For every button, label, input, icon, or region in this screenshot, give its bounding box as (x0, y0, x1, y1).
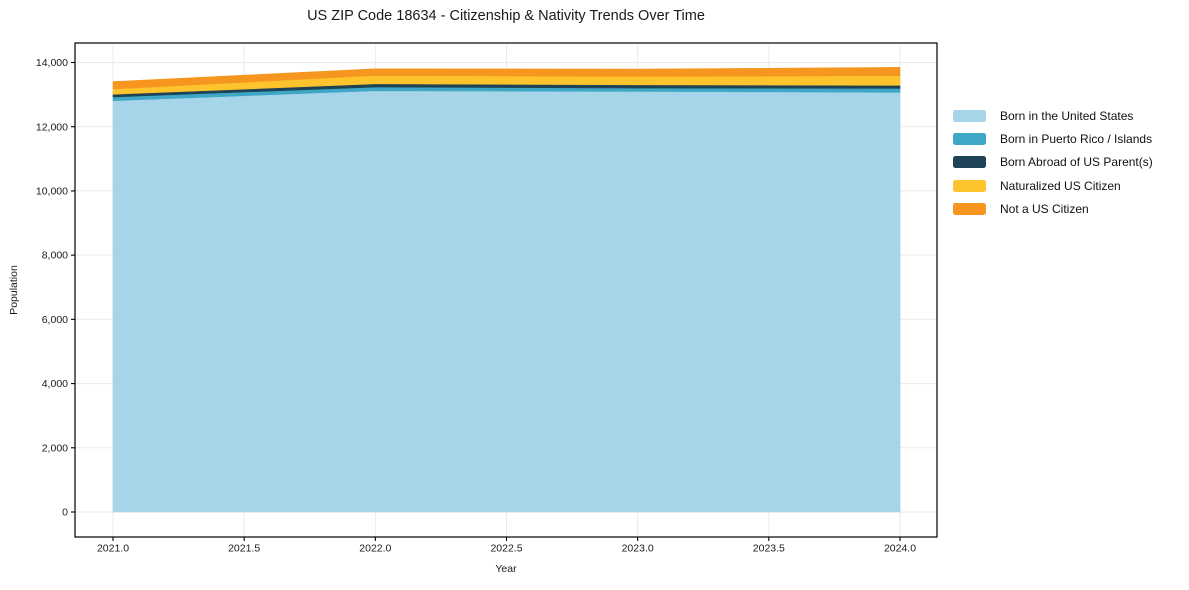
area-series-4 (112, 67, 901, 90)
legend-item: Born Abroad of US Parent(s) (953, 151, 1153, 174)
legend-label: Born Abroad of US Parent(s) (1000, 155, 1153, 170)
legend-swatch-icon (953, 132, 986, 145)
y-tick-label: 6,000 (42, 314, 68, 326)
legend-swatch-icon (953, 202, 986, 215)
legend-label: Not a US Citizen (1000, 201, 1089, 216)
x-tick-label: 2024.0 (884, 543, 916, 555)
y-tick-label: 10,000 (36, 186, 68, 198)
legend-item: Born in Puerto Rico / Islands (953, 127, 1153, 150)
x-tick-label: 2022.5 (490, 543, 522, 555)
y-tick-label: 0 (62, 507, 68, 519)
legend-label: Born in Puerto Rico / Islands (1000, 131, 1153, 146)
x-axis-label: Year (495, 563, 517, 575)
chart-title: US ZIP Code 18634 - Citizenship & Nativi… (307, 8, 705, 24)
x-tick-label: 2021.0 (97, 543, 129, 555)
legend-label: Naturalized US Citizen (1000, 178, 1121, 193)
x-tick-label: 2021.5 (228, 543, 260, 555)
legend-swatch-icon (953, 179, 986, 192)
legend-item: Not a US Citizen (953, 197, 1153, 220)
y-tick-label: 2,000 (42, 442, 68, 454)
x-tick-label: 2023.0 (622, 543, 654, 555)
x-tick-label: 2022.0 (359, 543, 391, 555)
area-series-0 (112, 90, 901, 513)
legend-swatch-icon (953, 156, 986, 169)
legend-item: Born in the United States (953, 104, 1153, 127)
legend: Born in the United States Born in Puerto … (953, 104, 1153, 220)
y-tick-label: 14,000 (36, 57, 68, 69)
y-axis-label: Population (8, 265, 20, 315)
y-tick-label: 8,000 (42, 250, 68, 262)
legend-item: Naturalized US Citizen (953, 174, 1153, 197)
legend-swatch-icon (953, 109, 986, 122)
y-tick-label: 12,000 (36, 121, 68, 133)
legend-label: Born in the United States (1000, 108, 1134, 123)
x-tick-label: 2023.5 (753, 543, 785, 555)
y-tick-label: 4,000 (42, 378, 68, 390)
